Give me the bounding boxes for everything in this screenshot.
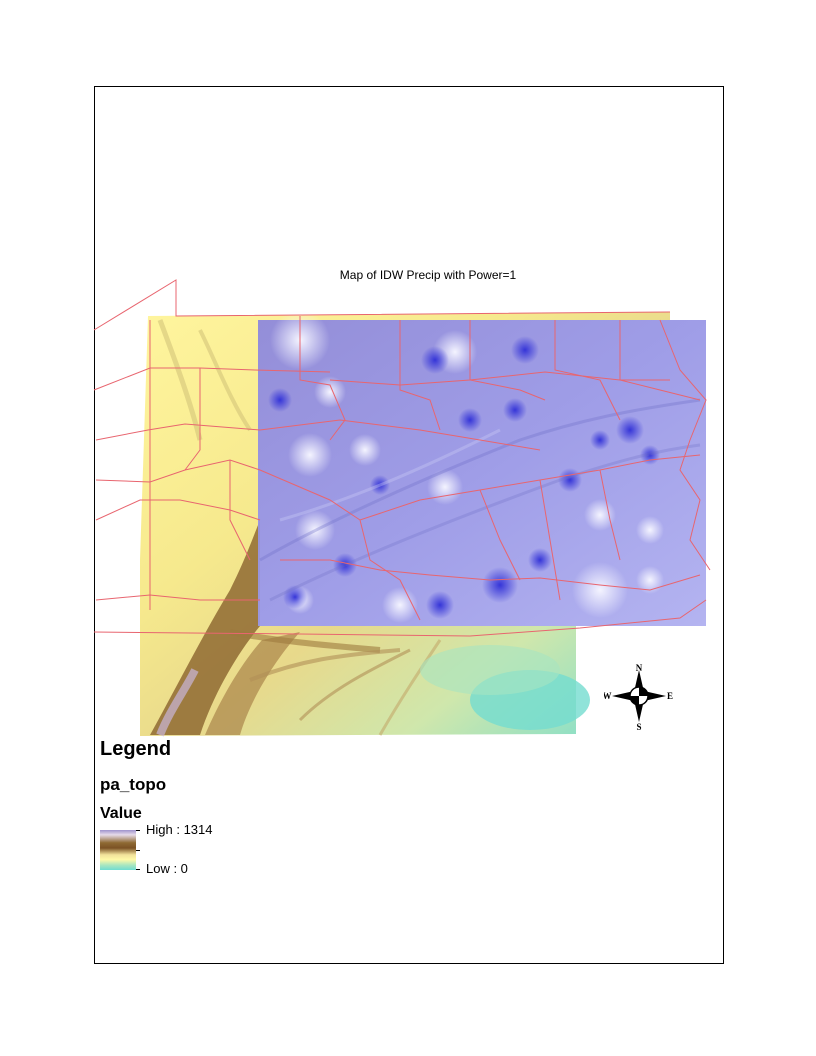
compass-n-label: N bbox=[636, 663, 643, 673]
legend-layer-name: pa_topo bbox=[100, 775, 167, 794]
legend-ramp-tick-mid bbox=[136, 850, 140, 851]
legend-title: Legend bbox=[100, 738, 172, 760]
compass-w-label: W bbox=[604, 691, 612, 701]
compass-s-label: S bbox=[636, 722, 641, 730]
legend-ramp-tick-low bbox=[136, 869, 140, 870]
county-boundaries bbox=[93, 279, 711, 637]
legend-ramp-tick-high bbox=[136, 830, 140, 831]
topo-raster bbox=[140, 312, 670, 737]
map-title: Map of IDW Precip with Power=1 bbox=[339, 268, 517, 282]
map-layout-frame bbox=[94, 86, 724, 964]
precip-idw-surface bbox=[258, 310, 706, 626]
legend-field-name: Value bbox=[100, 805, 142, 822]
legend-high-label: High : 1314 bbox=[146, 822, 213, 837]
compass-e-label: E bbox=[667, 691, 673, 701]
legend-color-ramp bbox=[100, 830, 136, 870]
north-arrow-compass-icon: N S W E bbox=[604, 663, 673, 730]
legend-low-label: Low : 0 bbox=[146, 861, 188, 876]
